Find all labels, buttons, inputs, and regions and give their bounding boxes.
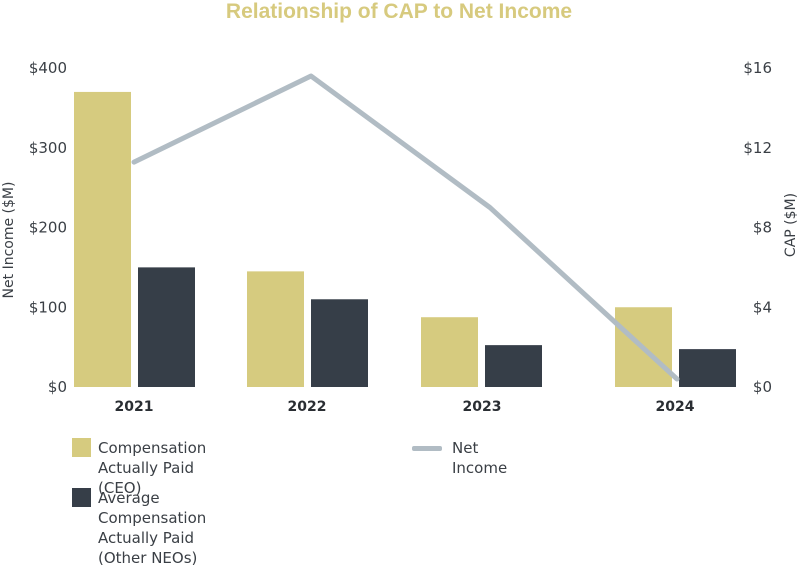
bar-neo-2021 (138, 267, 195, 387)
bar-ceo-2023 (421, 317, 478, 387)
bar-neo-2022 (311, 299, 368, 387)
bar-ceo-2021 (74, 91, 131, 388)
y-left-tick-label: $300 (29, 139, 67, 157)
y-left-tick-label: $0 (48, 378, 67, 396)
bar-neo-2024 (679, 349, 736, 387)
x-tick-label: 2022 (288, 399, 327, 415)
legend-item-neo: Average Compensation Actually Paid (Othe… (72, 488, 206, 568)
y-right-tick-label: $16 (743, 59, 772, 77)
y-right-tick-label: $12 (743, 139, 772, 157)
y-left-tick-label: $400 (29, 59, 67, 77)
legend-item-net-income: Net Income (412, 438, 507, 478)
legend-item-ceo: Compensation Actually Paid (CEO) (72, 438, 206, 498)
bar-neo-2023 (485, 345, 542, 387)
y-right-axis-label: CAP ($M) (783, 193, 799, 257)
legend-swatch-net-income (412, 446, 442, 451)
net-income-line (131, 73, 680, 382)
x-tick-label: 2024 (656, 399, 695, 415)
y-right-tick-label: $8 (753, 219, 772, 237)
x-tick-label: 2023 (463, 399, 502, 415)
legend-label-net-income: Net Income (452, 439, 508, 477)
y-right-tick-label: $0 (753, 378, 772, 396)
legend-label-neo: Average Compensation Actually Paid (Othe… (98, 489, 207, 567)
bar-ceo-2022 (247, 271, 304, 387)
legend-swatch-ceo (72, 438, 91, 457)
chart: Relationship of CAP to Net Income Net In… (1, 0, 799, 415)
x-tick-label: 2021 (115, 399, 154, 415)
y-left-tick-label: $200 (29, 219, 67, 237)
legend-label-ceo: Compensation Actually Paid (CEO) (98, 439, 207, 497)
y-left-tick-label: $100 (29, 298, 67, 316)
y-left-axis-label: Net Income ($M) (1, 182, 17, 299)
y-right-tick-label: $4 (753, 298, 772, 316)
legend-swatch-neo (72, 488, 91, 507)
chart-title: Relationship of CAP to Net Income (226, 0, 572, 23)
